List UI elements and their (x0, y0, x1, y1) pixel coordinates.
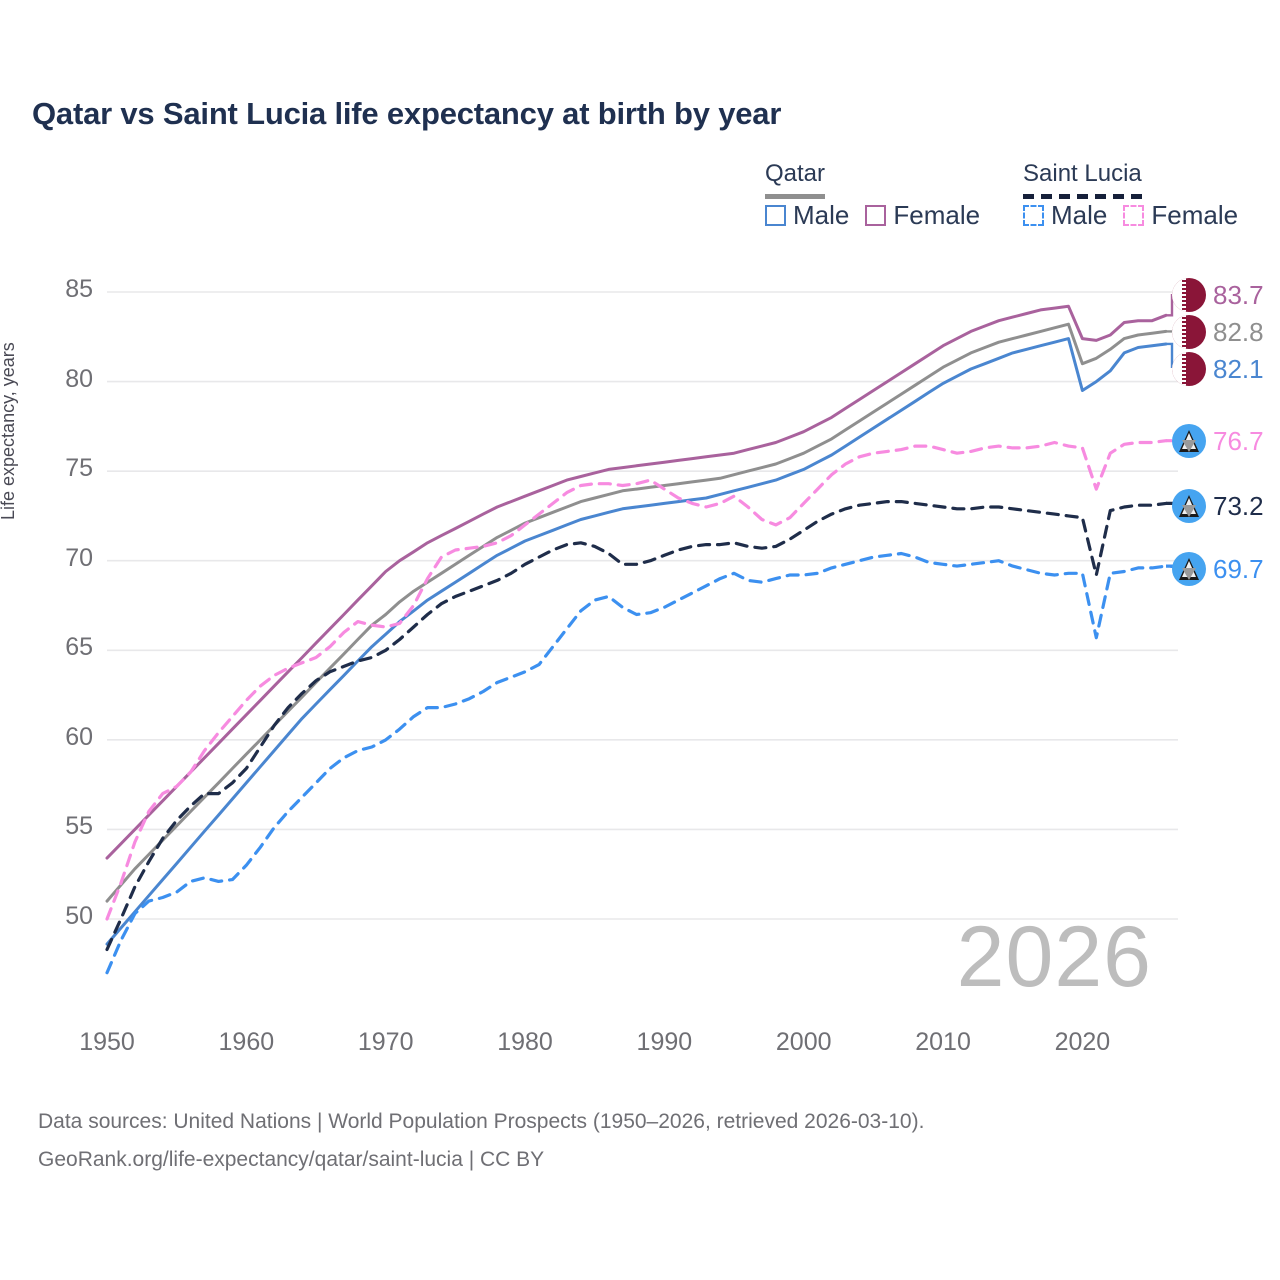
legend-swatch-qatar-female (865, 205, 887, 226)
end-marker: 82.1 (1172, 351, 1264, 387)
legend-swatch-qatar-male (765, 205, 786, 226)
footer-line-1: Data sources: United Nations | World Pop… (38, 1110, 925, 1133)
series-line (105, 500, 1168, 952)
legend-item-qatar-male[interactable]: Male (765, 200, 849, 231)
end-value-label: 82.8 (1213, 316, 1264, 347)
end-marker: 82.8 (1172, 314, 1264, 350)
legend-group-saint-lucia-title: Saint Lucia (1023, 160, 1142, 187)
legend-group-qatar-title: Qatar (765, 160, 826, 187)
legend-item-qatar-female[interactable]: Female (865, 200, 980, 231)
legend-group-qatar: Qatar Male Female (765, 160, 980, 230)
x-axis-tick-label: 2010 (915, 1028, 971, 1056)
series-line (105, 439, 1168, 921)
year-watermark: 2026 (956, 909, 1152, 1005)
y-axis-tick-label: 80 (65, 364, 93, 393)
saint-lucia-flag-icon (1172, 489, 1206, 523)
x-axis-tick-label: 1970 (357, 1028, 414, 1056)
saint-lucia-flag-icon (1172, 424, 1206, 458)
saint-lucia-flag-icon (1172, 552, 1206, 586)
legend: Qatar Male Female Saint Lucia (760, 160, 1260, 240)
end-marker: 76.7 (1172, 423, 1264, 459)
y-axis-tick-label: 75 (65, 454, 93, 483)
legend-label-qatar-male: Male (793, 200, 850, 230)
end-value-label: 76.7 (1213, 425, 1264, 456)
end-marker: 69.7 (1172, 551, 1264, 587)
x-axis-tick-label: 2000 (775, 1028, 832, 1056)
footer: Data sources: United Nations | World Pop… (38, 1103, 924, 1179)
series-line (105, 322, 1168, 903)
end-value-label: 73.2 (1213, 490, 1264, 521)
x-axis-tick-label: 1950 (79, 1028, 135, 1056)
legend-group-saint-lucia: Saint Lucia Male Female (1023, 160, 1238, 230)
end-value-label: 82.1 (1213, 353, 1264, 384)
x-axis-tick-label: 1960 (218, 1028, 275, 1056)
legend-label-saint-lucia-male: Male (1051, 200, 1108, 230)
end-marker: 83.7 (1172, 277, 1264, 313)
end-marker: 73.2 (1172, 488, 1264, 524)
x-axis-tick-label: 1980 (497, 1028, 553, 1056)
qatar-flag-icon (1172, 278, 1206, 312)
end-value-label: 83.7 (1213, 279, 1264, 310)
end-value-label: 69.7 (1213, 553, 1264, 584)
gridlines (107, 291, 1178, 920)
y-axis-tick-label: 85 (65, 275, 93, 303)
footer-line-2: GeoRank.org/life-expectancy/qatar/saint-… (38, 1148, 545, 1171)
y-axis-tick-label: 70 (65, 543, 93, 572)
legend-item-saint-lucia-female[interactable]: Female (1123, 200, 1238, 231)
data-lines (105, 304, 1168, 975)
y-axis-tick-label: 65 (65, 633, 93, 662)
series-line (105, 551, 1168, 975)
legend-label-qatar-female: Female (893, 200, 981, 230)
legend-label-saint-lucia-female: Female (1151, 200, 1239, 230)
legend-swatch-saint-lucia-male (1023, 205, 1044, 226)
y-axis-tick-label: 55 (65, 812, 93, 841)
y-axis-tick-label: 60 (65, 722, 93, 751)
qatar-flag-icon (1172, 352, 1206, 386)
legend-swatch-saint-lucia-female (1123, 205, 1145, 226)
legend-item-saint-lucia-male[interactable]: Male (1023, 200, 1107, 231)
series-line (105, 337, 1168, 946)
x-axis-tick-label: 2020 (1054, 1028, 1111, 1056)
qatar-flag-icon (1172, 315, 1206, 349)
y-axis-tick-label: 50 (65, 902, 93, 930)
x-axis-tick-label: 1990 (636, 1028, 693, 1056)
legend-saint-lucia-rule (1023, 194, 1142, 199)
legend-qatar-rule (765, 194, 826, 199)
page-title: Qatar vs Saint Lucia life expectancy at … (32, 96, 782, 131)
series-line (105, 304, 1168, 860)
